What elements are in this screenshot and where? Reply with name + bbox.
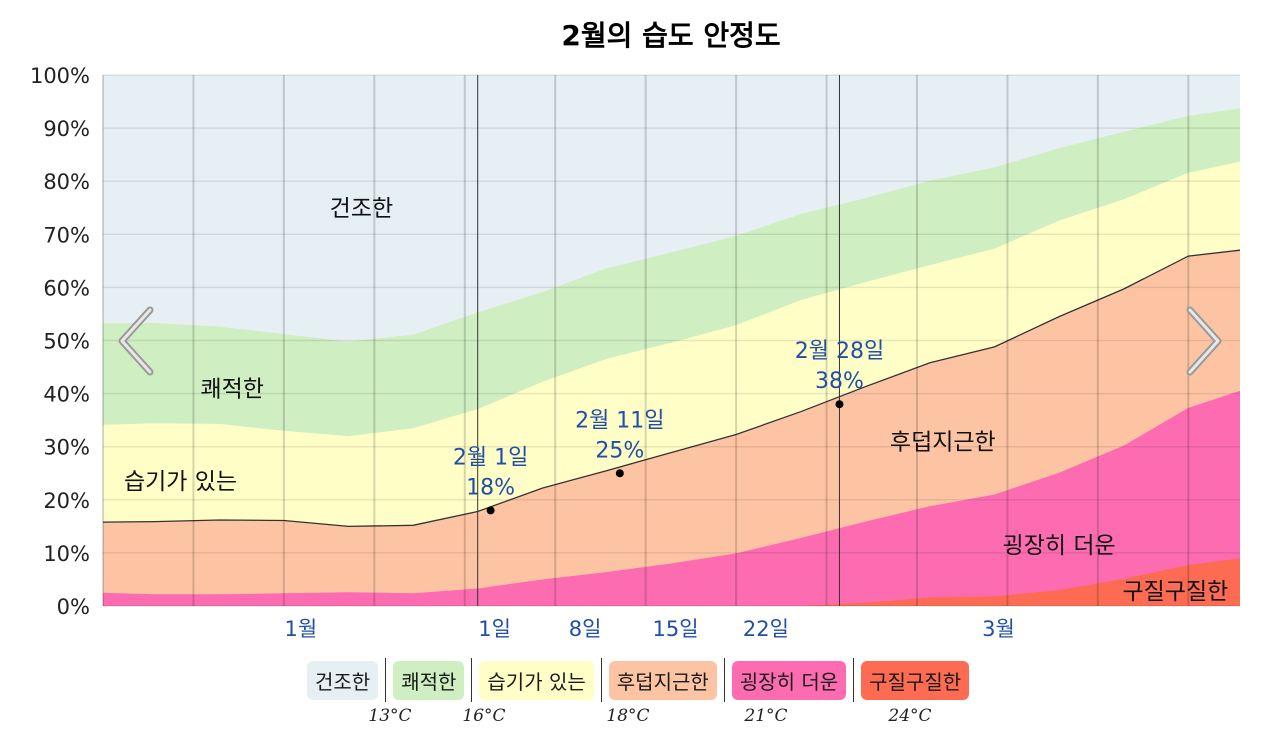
band-miserable xyxy=(103,558,1240,606)
legend-temp-label: 16°C xyxy=(462,706,506,726)
point-date-label: 2월 28일 xyxy=(795,339,884,364)
point-date-label: 2월 11일 xyxy=(575,408,664,433)
legend-separator xyxy=(853,658,855,702)
band-areas xyxy=(102,75,1241,606)
point-value-label: 25% xyxy=(595,438,644,463)
x-tick-label: 1일 xyxy=(478,617,511,641)
x-tick-label: 15일 xyxy=(652,617,698,641)
point-value-label: 18% xyxy=(466,475,515,500)
data-point xyxy=(835,400,844,409)
chevron-right-icon xyxy=(1186,306,1222,376)
legend-temp-label: 13°C xyxy=(368,706,412,726)
point-value-label: 38% xyxy=(815,369,864,394)
y-tick-label: 80% xyxy=(43,170,90,194)
legend-separator xyxy=(600,658,602,702)
y-tick-label: 90% xyxy=(43,117,90,141)
legend-temp-label: 21°C xyxy=(744,706,788,726)
y-tick-label: 100% xyxy=(30,64,90,88)
legend-item-dry: 건조한 xyxy=(307,660,379,700)
y-tick-label: 10% xyxy=(43,542,90,566)
legend-temp-label: 18°C xyxy=(606,706,650,726)
legend-item-miserable: 구질구질한 xyxy=(861,660,970,700)
y-tick-label: 0% xyxy=(57,595,90,619)
chart-title: 2월의 습도 안정도 xyxy=(561,19,780,52)
legend-item-oppressive: 굉장히 더운 xyxy=(731,660,847,700)
legend-separator xyxy=(723,658,725,702)
grid-lines xyxy=(102,74,1240,607)
y-axis: 0% 10% 20% 30% 40% 50% 60% 70% 80% 90% 100% xyxy=(30,64,90,619)
y-tick-label: 50% xyxy=(43,330,90,354)
y-tick-label: 70% xyxy=(43,223,90,247)
band-oppressive xyxy=(103,390,1240,606)
chevron-left-icon xyxy=(118,306,154,376)
band-label: 구질구질한 xyxy=(1122,579,1228,605)
legend: 건조한 쾌적한 습기가 있는 후덥지근한 굉장히 더운 구질구질한 13°C 1… xyxy=(0,658,1280,738)
band-label: 쾌적한 xyxy=(200,376,263,402)
data-points: 2월 1일 18% 2월 11일 25% 2월 28일 38% xyxy=(453,339,884,515)
x-tick-label: 8일 xyxy=(569,617,602,641)
x-tick-label: 3월 xyxy=(982,617,1015,641)
next-button[interactable] xyxy=(1182,306,1226,376)
y-tick-label: 40% xyxy=(43,383,90,407)
y-tick-label: 20% xyxy=(43,489,90,513)
point-date-label: 2월 1일 xyxy=(453,445,528,470)
band-label: 습기가 있는 xyxy=(124,469,237,495)
prev-button[interactable] xyxy=(114,306,158,376)
legend-item-muggy: 후덥지근한 xyxy=(608,660,717,700)
x-tick-label: 22일 xyxy=(743,617,789,641)
x-tick-label: 1월 xyxy=(284,617,317,641)
data-point xyxy=(615,469,624,478)
band-label: 굉장히 더운 xyxy=(1003,533,1116,559)
data-point xyxy=(486,506,495,515)
y-tick-label: 60% xyxy=(43,276,90,300)
legend-separator xyxy=(471,658,473,702)
legend-item-humid: 습기가 있는 xyxy=(479,660,594,700)
x-axis: 1월 1일 8일 15일 22일 3월 xyxy=(284,617,1014,641)
legend-separator xyxy=(385,658,387,702)
legend-item-comfortable: 쾌적한 xyxy=(393,660,465,700)
legend-row: 건조한 쾌적한 습기가 있는 후덥지근한 굉장히 더운 구질구질한 xyxy=(302,658,974,702)
muggy-threshold-line xyxy=(102,249,1241,528)
band-label: 후덥지근한 xyxy=(890,429,996,455)
y-tick-label: 30% xyxy=(43,436,90,460)
legend-temp-label: 24°C xyxy=(888,706,932,726)
band-label: 건조한 xyxy=(330,196,393,222)
